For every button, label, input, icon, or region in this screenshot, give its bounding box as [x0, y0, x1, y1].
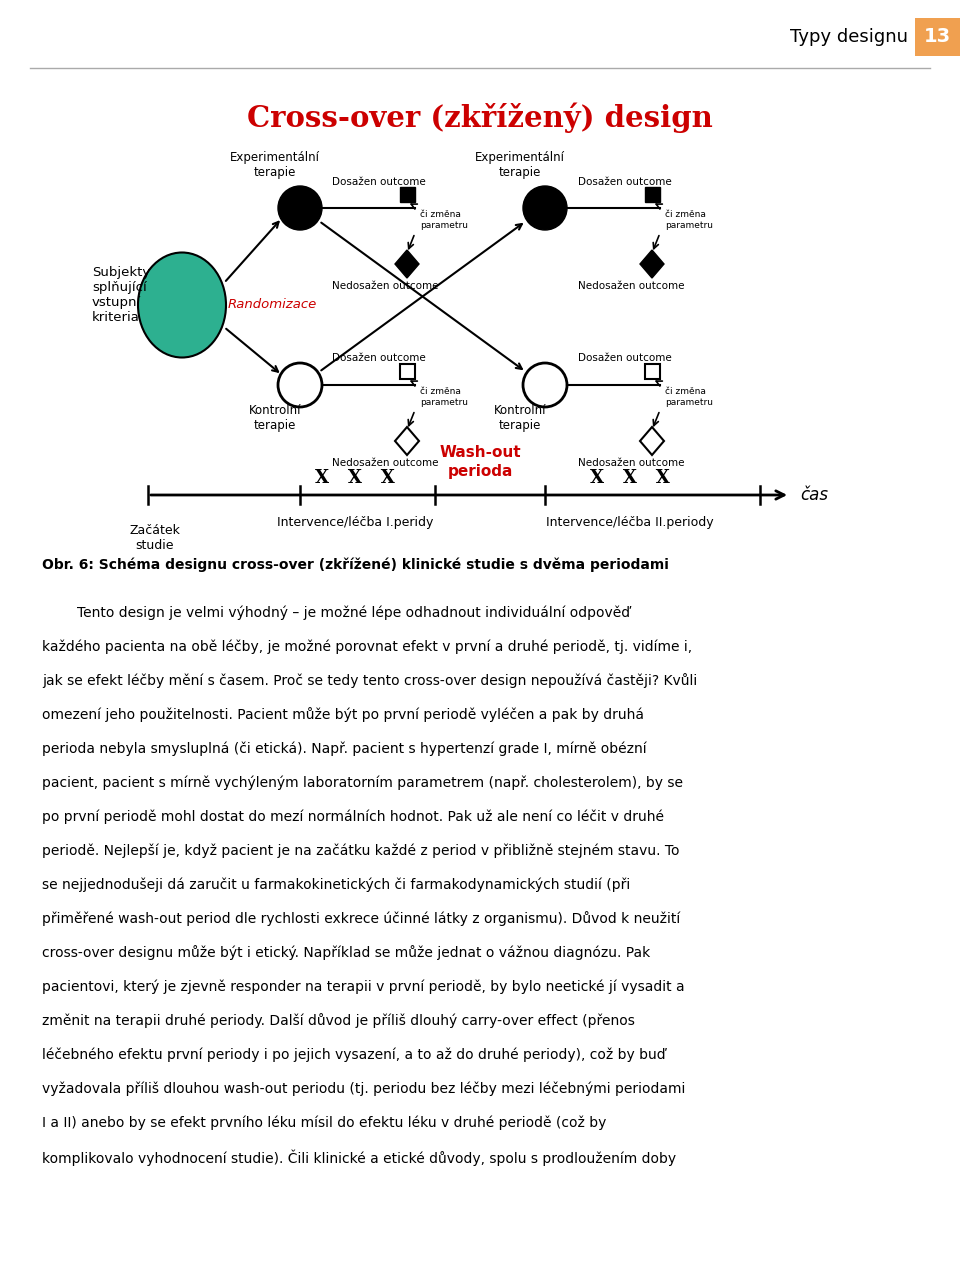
Bar [915, 18, 960, 56]
Text: Dosažen outcome: Dosažen outcome [332, 177, 425, 187]
Text: Tento design je velmi výhodný – je možné lépe odhadnout individuální odpověď: Tento design je velmi výhodný – je možné… [42, 605, 630, 620]
Text: Dosažen outcome: Dosažen outcome [578, 177, 672, 187]
Circle shape [278, 363, 322, 407]
Text: Nedosažen outcome: Nedosažen outcome [332, 281, 439, 292]
Text: po první periodě mohl dostat do mezí normálních hodnot. Pak už ale není co léčit: po první periodě mohl dostat do mezí nor… [42, 810, 664, 824]
Text: léčebného efektu první periody i po jejich vysazení, a to až do druhé periody), : léčebného efektu první periody i po jeji… [42, 1046, 665, 1062]
Text: Obr. 6: Schéma designu cross-over (zkřížené) klinické studie s dvěma periodami: Obr. 6: Schéma designu cross-over (zkříž… [42, 558, 669, 573]
Text: přiměřené wash-out period dle rychlosti exkrece účinné látky z organismu). Důvod: přiměřené wash-out period dle rychlosti … [42, 911, 681, 925]
Text: perioda nebyla smysluplná (či etická). Např. pacient s hypertenzí grade I, mírně: perioda nebyla smysluplná (či etická). N… [42, 741, 647, 755]
Text: Experimentální
terapie: Experimentální terapie [475, 151, 565, 179]
Bar [645, 364, 660, 379]
Text: Intervence/léčba II.periody: Intervence/léčba II.periody [546, 516, 714, 530]
Text: Kontrolní
terapie: Kontrolní terapie [493, 404, 546, 432]
Text: či změna
parametru: či změna parametru [420, 387, 468, 406]
Text: změnit na terapii druhé periody. Další důvod je příliš dlouhý carry-over effect : změnit na terapii druhé periody. Další d… [42, 1013, 635, 1029]
Bar [400, 364, 415, 379]
Text: periodě. Nejlepší je, když pacient je na začátku každé z period v přibližně stej: periodě. Nejlepší je, když pacient je na… [42, 843, 680, 858]
Text: omezení jeho použitelnosti. Pacient může být po první periodě vyléčen a pak by d: omezení jeho použitelnosti. Pacient může… [42, 707, 644, 722]
Text: Dosažen outcome: Dosažen outcome [332, 353, 425, 363]
Text: Začátek
studie: Začátek studie [130, 524, 180, 552]
Text: Kontrolní
terapie: Kontrolní terapie [249, 404, 301, 432]
Text: I a II) anebo by se efekt prvního léku mísil do efektu léku v druhé periodě (což: I a II) anebo by se efekt prvního léku m… [42, 1115, 607, 1129]
Text: se nejjednodušeji dá zaručit u farmakokinetických či farmakodynamických studií (: se nejjednodušeji dá zaručit u farmakoki… [42, 877, 631, 891]
Text: Cross-over (zkřížený) design: Cross-over (zkřížený) design [247, 103, 713, 134]
Text: Experimentální
terapie: Experimentální terapie [230, 151, 320, 179]
Text: Randomizace: Randomizace [228, 298, 317, 312]
Bar [400, 187, 415, 202]
Text: každého pacienta na obě léčby, je možné porovnat efekt v první a druhé periodě, : každého pacienta na obě léčby, je možné … [42, 639, 692, 653]
Polygon shape [640, 250, 664, 278]
Text: X   X   X: X X X [590, 468, 670, 488]
Text: či změna
parametru: či změna parametru [420, 210, 468, 229]
Text: Intervence/léčba I.peridy: Intervence/léčba I.peridy [276, 516, 433, 530]
Text: jak se efekt léčby mění s časem. Proč se tedy tento cross-over design nepoužívá : jak se efekt léčby mění s časem. Proč se… [42, 673, 697, 687]
Text: Typy designu: Typy designu [790, 28, 908, 46]
Text: Nedosažen outcome: Nedosažen outcome [578, 458, 684, 468]
Text: Wash-out
perioda: Wash-out perioda [439, 446, 521, 479]
Circle shape [523, 186, 567, 230]
Text: cross-over designu může být i etický. Například se může jednat o vážnou diagnózu: cross-over designu může být i etický. Na… [42, 945, 650, 960]
Text: pacientovi, který je zjevně responder na terapii v první periodě, by bylo neetic: pacientovi, který je zjevně responder na… [42, 979, 684, 993]
Text: vyžadovala příliš dlouhou wash-out periodu (tj. periodu bez léčby mezi léčebnými: vyžadovala příliš dlouhou wash-out perio… [42, 1081, 685, 1096]
Text: komplikovalo vyhodnocení studie). Čili klinické a etické důvody, spolu s prodlou: komplikovalo vyhodnocení studie). Čili k… [42, 1150, 676, 1166]
Polygon shape [640, 426, 664, 454]
Text: 13: 13 [924, 28, 950, 47]
Polygon shape [395, 250, 419, 278]
Circle shape [278, 186, 322, 230]
Text: či změna
parametru: či změna parametru [665, 387, 713, 406]
Text: Dosažen outcome: Dosažen outcome [578, 353, 672, 363]
Text: pacient, pacient s mírně vychýleným laboratorním parametrem (např. cholesterolem: pacient, pacient s mírně vychýleným labo… [42, 775, 683, 789]
Text: či změna
parametru: či změna parametru [665, 210, 713, 229]
Bar [645, 187, 660, 202]
Text: Nedosažen outcome: Nedosažen outcome [578, 281, 684, 292]
Text: čas: čas [800, 486, 828, 504]
Ellipse shape [138, 252, 226, 358]
Text: X   X   X: X X X [315, 468, 395, 488]
Text: Subjekty
splňující
vstupní
kriteria: Subjekty splňující vstupní kriteria [92, 266, 151, 325]
Polygon shape [395, 426, 419, 454]
Text: Nedosažen outcome: Nedosažen outcome [332, 458, 439, 468]
Circle shape [523, 363, 567, 407]
